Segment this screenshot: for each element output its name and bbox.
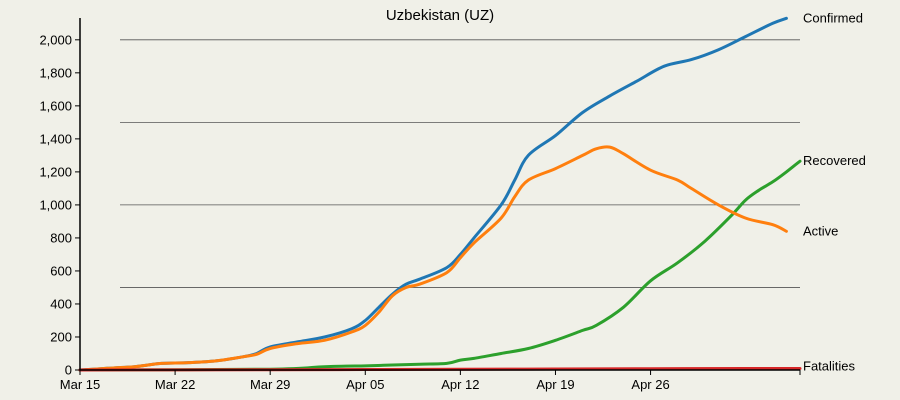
x-tick-label: Apr 12 xyxy=(441,377,479,392)
y-tick-label: 1,200 xyxy=(39,164,72,179)
y-tick-label: 0 xyxy=(65,363,72,378)
y-tick-label: 800 xyxy=(50,230,72,245)
x-tick-label: Apr 19 xyxy=(536,377,574,392)
series-line-active xyxy=(78,145,788,372)
y-tick-label: 200 xyxy=(50,329,72,344)
y-tick-label: 1,400 xyxy=(39,131,72,146)
y-tick-label: 400 xyxy=(50,296,72,311)
y-tick-label: 600 xyxy=(50,263,72,278)
grid-lines xyxy=(120,39,800,288)
x-tick-label: Mar 15 xyxy=(60,377,100,392)
series-label-fatalities: Fatalities xyxy=(803,359,856,374)
x-tick-label: Apr 05 xyxy=(346,377,384,392)
y-tick-label: 1,600 xyxy=(39,98,72,113)
series-label-confirmed: Confirmed xyxy=(803,10,863,25)
x-tick-label: Mar 29 xyxy=(250,377,290,392)
x-tick-label: Mar 22 xyxy=(155,377,195,392)
series-label-recovered: Recovered xyxy=(803,153,866,168)
chart-title: Uzbekistan (UZ) xyxy=(386,7,494,24)
y-tick-label: 2,000 xyxy=(39,32,72,47)
y-tick-label: 1,000 xyxy=(39,197,72,212)
x-tick-label: Apr 26 xyxy=(631,377,669,392)
series-line-recovered xyxy=(78,159,802,372)
series-line-confirmed xyxy=(78,16,788,372)
series-layer xyxy=(78,16,802,372)
y-tick-label: 1,800 xyxy=(39,65,72,80)
axes: 0 200 400 600 800 1,000 1,200 1,400 1,600 1,800 2,… xyxy=(39,18,801,392)
label-layer: Recovered Confirmed Active Fatalities xyxy=(803,10,866,373)
series-label-active: Active xyxy=(803,223,838,238)
